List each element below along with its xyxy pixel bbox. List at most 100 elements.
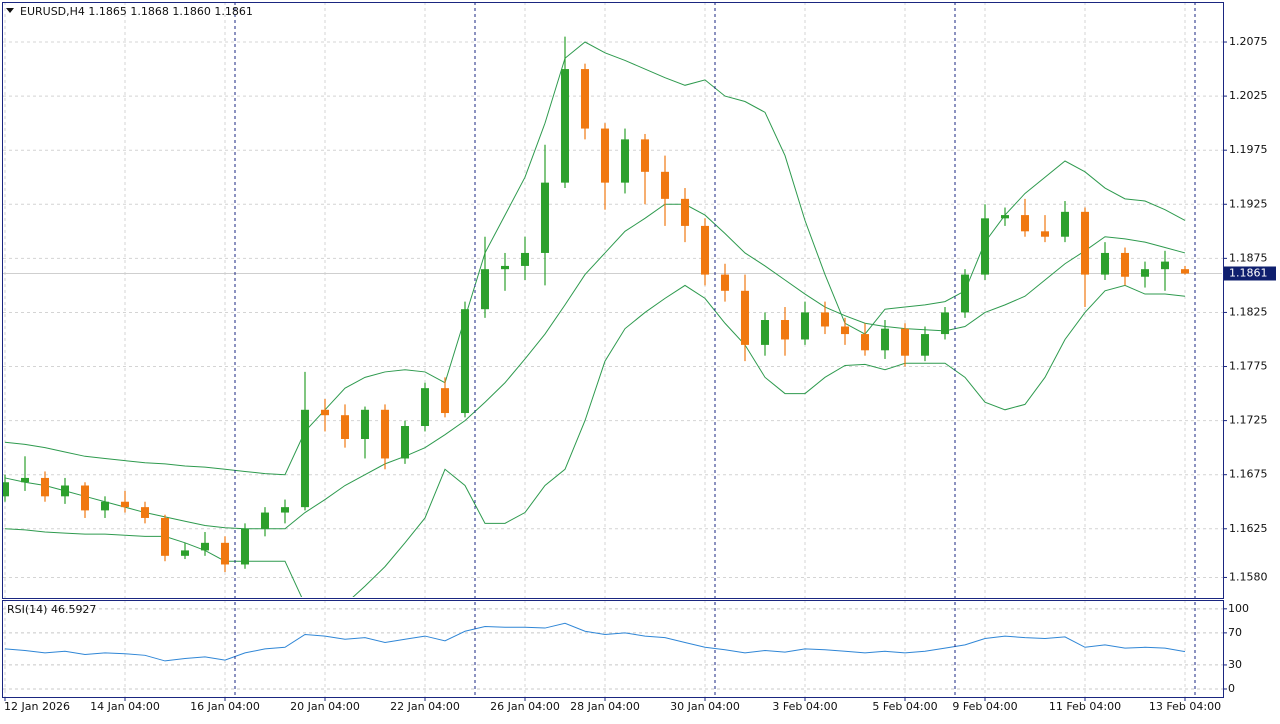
y-tick-label: 1.1875 (1229, 251, 1268, 264)
candle-body (341, 415, 349, 439)
period-separators (234, 2, 1196, 697)
candle-body (761, 320, 769, 345)
x-tick-label: 30 Jan 04:00 (670, 700, 740, 713)
candle-body (861, 334, 869, 351)
grid (3, 2, 1223, 697)
current-price-box (1224, 266, 1276, 281)
candle-body (1101, 252, 1109, 275)
candle-body (1081, 211, 1089, 275)
price-layer (3, 36, 1222, 597)
x-tick-label: 3 Feb 04:00 (772, 700, 837, 713)
candle-body (261, 512, 269, 529)
candle-body (1001, 215, 1009, 219)
x-tick-label: 5 Feb 04:00 (872, 700, 937, 713)
x-tick-label: 14 Jan 04:00 (90, 700, 160, 713)
candle-body (381, 409, 389, 459)
y-tick-label: 1.1775 (1229, 360, 1268, 373)
candle-body (101, 501, 109, 511)
price-panel-frame (2, 2, 1224, 599)
candle-body (3, 482, 9, 497)
y-tick-label: 1.2025 (1229, 89, 1268, 102)
candle-body (981, 218, 989, 275)
candle-body (401, 426, 409, 459)
x-tick-label: 28 Jan 04:00 (570, 700, 640, 713)
candle-body (801, 312, 809, 340)
chart-title: EURUSD,H4 1.1865 1.1868 1.1860 1.1861 (20, 5, 253, 18)
candle-body (181, 550, 189, 556)
candle-body (1181, 269, 1189, 274)
rsi-panel-frame (2, 600, 1224, 698)
candle-body (121, 501, 129, 508)
candle-body (821, 312, 829, 327)
candle-body (41, 477, 49, 497)
candle-body (161, 517, 169, 556)
candle-body (701, 225, 709, 275)
candle-body (501, 265, 509, 270)
candle-body (601, 128, 609, 183)
candle-body (321, 409, 329, 416)
candle-body (61, 485, 69, 497)
candle-body (221, 542, 229, 565)
current-price-label: 1.1861 (1229, 266, 1268, 279)
candle-body (421, 388, 429, 427)
collapse-icon[interactable] (6, 8, 14, 13)
x-tick-label: 12 Jan 2026 (4, 700, 70, 713)
candle-body (1141, 269, 1149, 277)
rsi-tick-label: 0 (1228, 682, 1235, 695)
candle-body (521, 252, 529, 266)
candle-body (481, 269, 489, 310)
candle-body (1161, 261, 1169, 270)
candle-body (1121, 252, 1129, 277)
candle-body (281, 507, 289, 513)
candle-body (1021, 215, 1029, 232)
candle-body (201, 542, 209, 551)
x-tick-label: 16 Jan 04:00 (190, 700, 260, 713)
candle-body (661, 171, 669, 199)
x-tick-label: 9 Feb 04:00 (952, 700, 1017, 713)
candle-body (541, 182, 549, 253)
candle-body (1041, 231, 1049, 237)
candle-body (21, 477, 29, 483)
candle-body (901, 328, 909, 356)
axes: 1.1580 1.1625 1.1675 1.1725 1.1775 1.1825 1.18… (4, 35, 1276, 713)
candle-body (361, 409, 369, 439)
y-tick-label: 1.1975 (1229, 143, 1268, 156)
candle-body (921, 334, 929, 356)
candle-body (961, 274, 969, 313)
y-tick-label: 1.1675 (1229, 468, 1268, 481)
y-tick-label: 1.1825 (1229, 305, 1268, 318)
candle-body (941, 312, 949, 335)
rsi-line (4, 622, 1186, 662)
y-tick-label: 1.1625 (1229, 522, 1268, 535)
candle-body (841, 326, 849, 335)
candle-body (781, 320, 789, 340)
candle-body (241, 528, 249, 565)
candle-body (621, 139, 629, 183)
candle-body (141, 507, 149, 518)
x-tick-label: 22 Jan 04:00 (390, 700, 460, 713)
candle-body (1061, 211, 1069, 237)
candle-body (881, 328, 889, 351)
y-tick-label: 1.2075 (1229, 35, 1268, 48)
candle-body (741, 290, 749, 345)
x-tick-label: 11 Feb 04:00 (1049, 700, 1121, 713)
candle-body (81, 485, 89, 511)
candle-body (681, 198, 689, 226)
x-tick-label: 26 Jan 04:00 (490, 700, 560, 713)
y-tick-label: 1.1925 (1229, 197, 1268, 210)
x-tick-label: 13 Feb 04:00 (1149, 700, 1221, 713)
candle-body (561, 69, 569, 183)
bollinger-middle (4, 203, 1186, 530)
rsi-tick-label: 100 (1228, 602, 1249, 615)
x-tick-label: 20 Jan 04:00 (290, 700, 360, 713)
candle-body (301, 409, 309, 508)
candle-body (461, 309, 469, 414)
candle-body (441, 388, 449, 414)
rsi-label: RSI(14) 46.5927 (7, 603, 96, 616)
candle-body (721, 274, 729, 291)
rsi-tick-label: 30 (1228, 658, 1242, 671)
y-tick-label: 1.1725 (1229, 414, 1268, 427)
